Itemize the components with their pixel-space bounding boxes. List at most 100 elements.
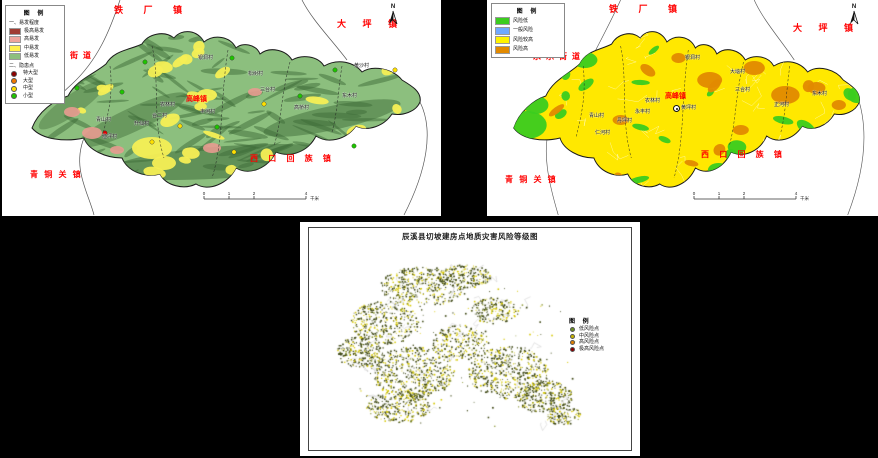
legend-items: 一、易发程度 极高易发高易发中易发低易发二、隐患点 特大型 大型 中型 小型 [9, 19, 61, 99]
legend-item: 中风险点 [569, 332, 635, 339]
legend-color-swatch [495, 17, 510, 25]
legend-title: 图 例 [23, 11, 47, 17]
legend-item: 高易发 [9, 36, 61, 43]
hazard-point [231, 149, 237, 155]
legend-item: 风险较高 [495, 36, 561, 44]
legend-section-heading: 二、隐患点 [9, 63, 35, 69]
legend-item-label: 特大型 [23, 70, 39, 76]
susceptibility-legend: 图 例 一、易发程度 极高易发高易发中易发低易发二、隐患点 特大型 大型 中型 小型 [5, 5, 65, 104]
legend-item-label: 极高风险点 [579, 345, 605, 352]
legend-item-label: 风险较高 [513, 36, 534, 43]
susceptibility-map-graphic [31, 0, 428, 216]
legend-item-label: 风险低 [513, 17, 529, 24]
scale-bar: 0 1 2 4 千米 [692, 190, 810, 208]
north-arrow-icon [389, 10, 398, 25]
risk-points-map-panel: 辰溪县切坡建房点地质灾害风险等级图 图 例 低风险点 中风险点 高风险点 极高风险点 [300, 222, 640, 456]
legend-item: 一般风险 [495, 26, 561, 35]
legend-item-label: 高易发 [24, 36, 40, 42]
legend-point-symbol [570, 340, 575, 345]
legend-point-symbol [570, 333, 575, 339]
legend-color-swatch [495, 36, 510, 44]
legend-point-symbol [11, 85, 17, 92]
hazard-point [74, 85, 80, 91]
hazard-point [119, 89, 125, 95]
svg-text:4: 4 [795, 191, 798, 196]
hazard-point [177, 123, 183, 129]
svg-text:0: 0 [203, 191, 206, 196]
svg-text:0: 0 [693, 191, 696, 196]
legend-item-label: 中易发 [24, 44, 40, 51]
legend-item: 特大型 [9, 70, 61, 77]
risk-legend: 图 例 风险低一般风险风险较高风险高 [491, 3, 565, 58]
legend-item: 中易发 [9, 44, 61, 52]
legend-color-swatch [9, 27, 21, 35]
hazard-point [149, 139, 155, 145]
svg-text:1: 1 [228, 191, 231, 196]
legend-item-label: 中风险点 [579, 332, 600, 339]
risk-zoning-map-graphic [513, 0, 865, 216]
svg-text:千米: 千米 [310, 195, 319, 202]
legend-item-label: 低风险点 [579, 326, 600, 332]
north-label: N [390, 4, 396, 10]
legend-item: 风险高 [495, 45, 561, 54]
svg-text:2: 2 [253, 191, 256, 196]
legend-point-symbol [570, 346, 575, 352]
hazard-point [229, 55, 235, 61]
legend-item: 小型 [9, 93, 61, 99]
hazard-point [261, 101, 267, 107]
north-arrow: N [847, 4, 861, 31]
legend-color-swatch [495, 26, 510, 35]
map-title: 辰溪县切坡建房点地质灾害风险等级图 [402, 232, 538, 241]
legend-color-swatch [495, 45, 510, 54]
legend-item-label: 中型 [23, 85, 34, 91]
legend-item: 风险低 [495, 17, 561, 25]
hazard-point [392, 67, 398, 73]
legend-item: 大型 [9, 78, 61, 84]
legend-item-label: 低易发 [24, 53, 40, 59]
legend-section-heading: 一、易发程度 [9, 20, 40, 26]
legend-item: 极高易发 [9, 27, 61, 35]
hazard-point [332, 67, 338, 73]
points-legend: 图 例 低风险点 中风险点 高风险点 极高风险点 [566, 314, 638, 355]
legend-items: 风险低一般风险风险较高风险高 [495, 17, 561, 54]
legend-item-label: 极高易发 [24, 27, 45, 34]
north-label: N [851, 4, 857, 10]
legend-color-swatch [9, 36, 21, 43]
hazard-point [297, 93, 303, 99]
susceptibility-map-panel: 铁 厂 镇大 坪 镇永乐街道青 铜 关 镇西 口 回 族 镇高峰镇 银洞村 松树村黄… [2, 0, 441, 216]
hazard-point [102, 130, 108, 136]
legend-item-label: 大型 [23, 77, 34, 84]
legend-color-swatch [9, 53, 21, 60]
legend-point-symbol [11, 93, 17, 99]
legend-item-label: 风险高 [513, 46, 529, 52]
north-arrow-icon [850, 10, 859, 25]
scale-bar: 0 1 2 4 千米 [202, 190, 320, 208]
legend-item: 低易发 [9, 53, 61, 60]
legend-item-label: 小型 [23, 92, 34, 99]
north-arrow: N [386, 4, 400, 31]
hazard-point [214, 124, 220, 130]
legend-item: 极高风险点 [569, 345, 635, 352]
map-frame [308, 227, 632, 451]
hazard-points-layer [74, 55, 398, 155]
svg-text:2: 2 [743, 191, 746, 196]
svg-text:1: 1 [718, 191, 721, 196]
legend-point-symbol [570, 327, 575, 332]
legend-point-symbol [11, 70, 17, 77]
legend-point-symbol [11, 78, 17, 84]
legend-items: 低风险点 中风险点 高风险点 极高风险点 [569, 327, 635, 352]
legend-color-swatch [9, 44, 21, 52]
hazard-point [142, 59, 148, 65]
svg-text:4: 4 [305, 191, 308, 196]
legend-item: 中型 [9, 85, 61, 92]
legend-item-label: 高风险点 [579, 339, 600, 345]
legend-item-label: 一般风险 [513, 27, 534, 33]
legend-title: 图 例 [516, 9, 540, 15]
legend-item: 低风险点 [569, 327, 635, 332]
hazard-point [351, 143, 357, 149]
svg-text:千米: 千米 [800, 195, 809, 202]
legend-title: 图 例 [569, 319, 592, 325]
legend-item: 高风险点 [569, 340, 635, 345]
